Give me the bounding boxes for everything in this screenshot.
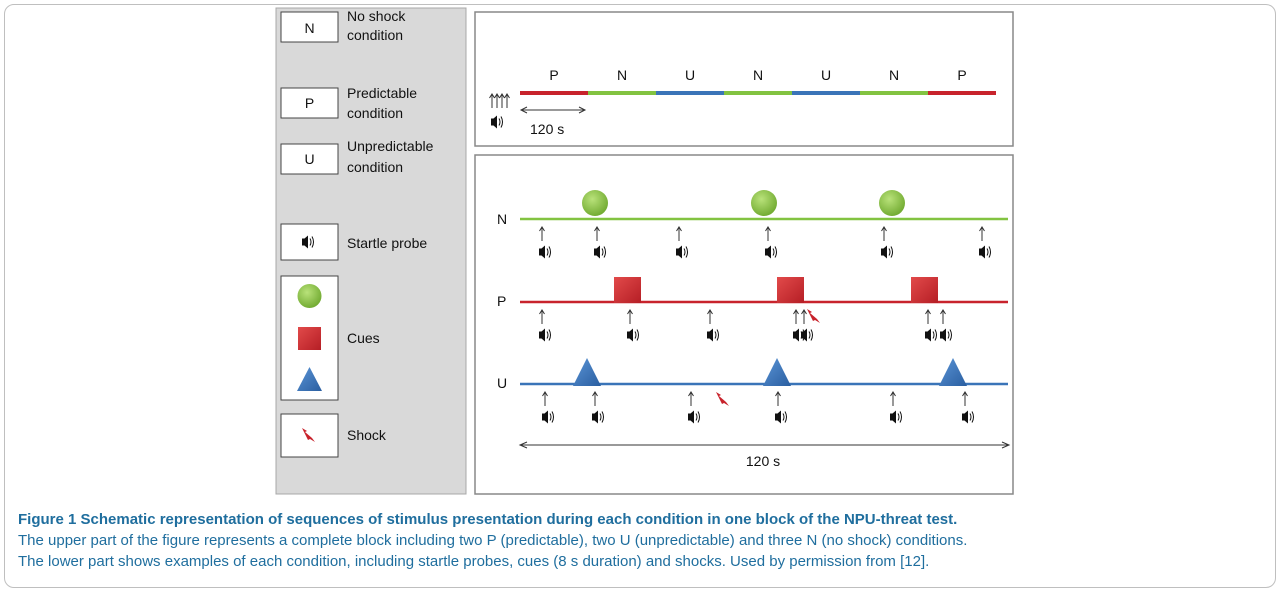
block-label-n: N bbox=[617, 67, 627, 83]
n-cue-ball bbox=[582, 190, 608, 216]
legend-label-u-line1: Unpredictable bbox=[347, 138, 434, 154]
block-duration-arrow bbox=[519, 106, 587, 114]
legend-label-u-line2: condition bbox=[347, 159, 403, 175]
p-cue-square bbox=[614, 277, 641, 303]
p-cue-square bbox=[777, 277, 804, 303]
figure-frame bbox=[4, 4, 1276, 588]
block-label-p: P bbox=[957, 67, 966, 83]
legend-label-n-line1: No shock bbox=[347, 8, 406, 24]
legend-panel: N No shock condition P Predictable condi… bbox=[275, 7, 467, 495]
block-panel-border bbox=[474, 11, 1014, 147]
legend-item-p: P Predictable condition bbox=[280, 85, 417, 121]
red-square-icon bbox=[298, 327, 321, 350]
block-label-u: U bbox=[685, 67, 695, 83]
examples-panel: N P U 120 s bbox=[474, 154, 1014, 495]
row-label-u: U bbox=[497, 375, 507, 391]
legend-item-n: N No shock condition bbox=[280, 8, 406, 43]
block-label-p: P bbox=[549, 67, 558, 83]
legend-label-shock: Shock bbox=[347, 427, 387, 443]
npu-diagram: N No shock condition P Predictable condi… bbox=[275, 7, 1014, 495]
legend-label-cues: Cues bbox=[347, 330, 380, 346]
legend-item-cues: Cues bbox=[280, 275, 380, 401]
block-label-n: N bbox=[889, 67, 899, 83]
n-cue-ball bbox=[879, 190, 905, 216]
caption-line-1: The upper part of the figure represents … bbox=[18, 532, 968, 549]
caption-line-2: The lower part shows examples of each co… bbox=[18, 553, 930, 570]
u-cue-triangle bbox=[763, 358, 791, 386]
block-label-u: U bbox=[821, 67, 831, 83]
u-cue-triangle bbox=[573, 358, 601, 386]
legend-label-n-line2: condition bbox=[347, 27, 403, 43]
legend-item-shock: Shock bbox=[280, 413, 387, 458]
caption-title: Figure 1 Schematic representation of seq… bbox=[18, 511, 958, 528]
examples-panel-border bbox=[474, 154, 1014, 495]
examples-duration-label: 120 s bbox=[746, 453, 780, 469]
examples-duration-arrow bbox=[518, 441, 1011, 449]
legend-label-startle: Startle probe bbox=[347, 235, 427, 251]
block-duration-label: 120 s bbox=[530, 121, 564, 137]
legend-box-u: U bbox=[304, 151, 314, 167]
legend-label-p-line2: condition bbox=[347, 105, 403, 121]
p-cue-square bbox=[911, 277, 938, 303]
legend-box-n: N bbox=[304, 20, 314, 36]
legend-label-p-line1: Predictable bbox=[347, 85, 417, 101]
legend-item-u: U Unpredictable condition bbox=[280, 138, 434, 175]
block-panel: P N U N U N P 120 s bbox=[474, 11, 1014, 147]
u-cue-triangle bbox=[939, 358, 967, 386]
legend-item-startle: Startle probe bbox=[280, 223, 427, 261]
legend-box-p: P bbox=[305, 95, 314, 111]
block-label-n: N bbox=[753, 67, 763, 83]
row-label-p: P bbox=[497, 293, 506, 309]
n-cue-ball bbox=[751, 190, 777, 216]
row-label-n: N bbox=[497, 211, 507, 227]
figure-caption: Figure 1 Schematic representation of seq… bbox=[18, 509, 1268, 572]
green-ball-icon bbox=[297, 284, 322, 308]
blue-triangle-icon bbox=[297, 367, 322, 391]
